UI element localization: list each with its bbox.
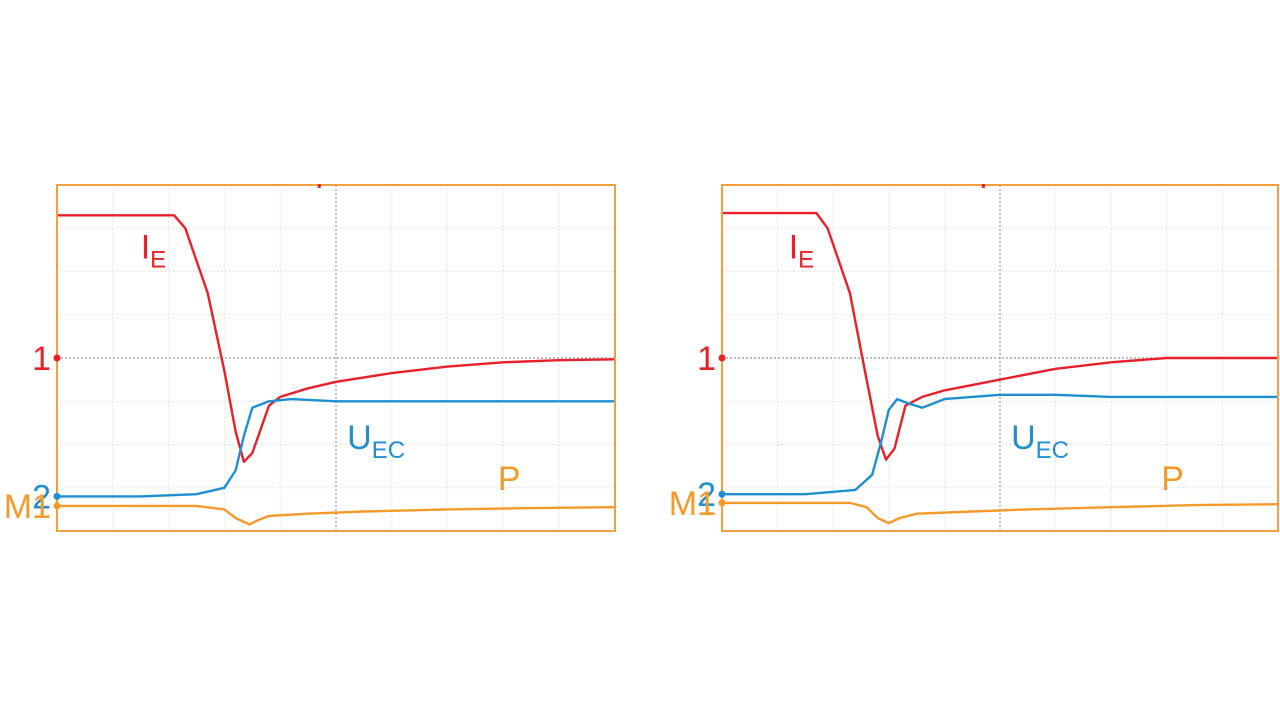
trace-ie	[720, 211, 1280, 461]
scope-panel-2: IE UEC P 1 2M1	[669, 184, 1280, 532]
scope-panel-1: IE UEC P 1 2M1	[4, 184, 617, 532]
series-label-subscript: EC	[1036, 437, 1069, 464]
trace-uec	[720, 393, 1280, 496]
channel-marker-dot	[53, 354, 61, 362]
channel-marker-dot	[53, 492, 61, 500]
series-label-subscript: E	[150, 247, 166, 274]
channel-marker-2: 2	[32, 478, 51, 516]
series-label-p: P	[1161, 460, 1184, 498]
series-label-p: P	[498, 460, 521, 498]
channel-marker-dot	[718, 490, 726, 498]
trace-p	[720, 501, 1280, 525]
trigger-marker	[981, 184, 985, 188]
series-label-ie: IE	[789, 229, 814, 274]
channel-marker-dot	[718, 499, 726, 507]
channel-marker-m1: M1	[4, 488, 51, 526]
trace-ie	[55, 214, 617, 463]
trigger-marker	[317, 184, 321, 188]
series-label-main: I	[141, 229, 150, 267]
series-label-subscript: EC	[372, 437, 405, 464]
channel-marker-2: 2	[697, 476, 716, 514]
channel-marker-1: 1	[697, 340, 716, 378]
series-label-uec: UEC	[1011, 419, 1069, 464]
series-label-main: P	[498, 460, 521, 498]
series-label-ie: IE	[141, 229, 166, 274]
grid	[57, 185, 615, 531]
channel-marker-m1: M1	[669, 485, 716, 523]
trace-p	[55, 504, 617, 526]
channel-marker-dot	[53, 502, 61, 510]
trace-uec	[55, 397, 617, 498]
series-label-main: U	[347, 419, 372, 457]
series-label-main: P	[1161, 460, 1184, 498]
channel-marker-dot	[718, 354, 726, 362]
series-label-subscript: E	[798, 247, 814, 274]
series-label-main: U	[1011, 419, 1036, 457]
channel-marker-1: 1	[32, 340, 51, 378]
series-label-main: I	[789, 229, 798, 267]
series-label-uec: UEC	[347, 419, 405, 464]
